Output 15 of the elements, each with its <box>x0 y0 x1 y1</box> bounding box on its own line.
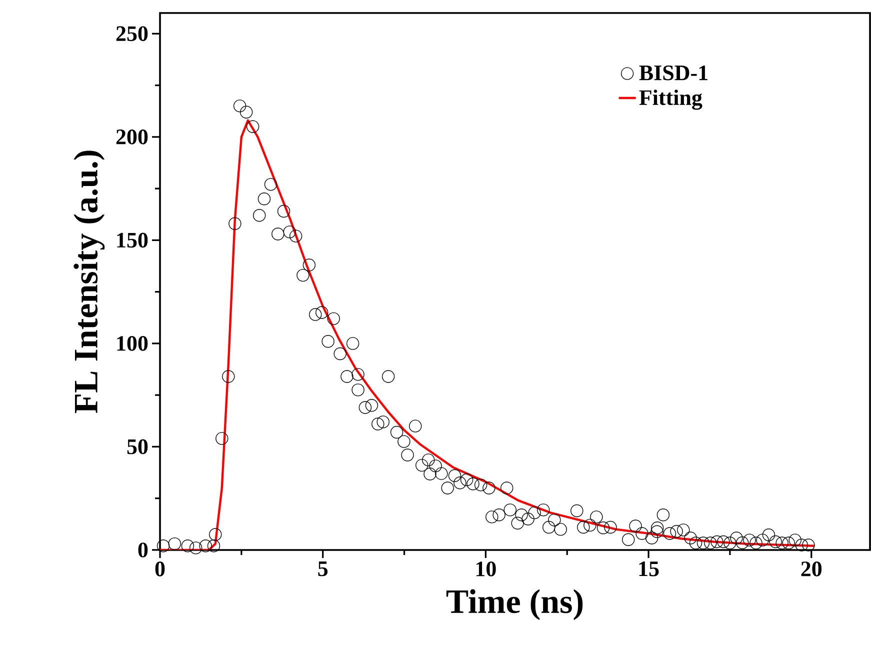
y-axis-title: FL Intensity (a.u.) <box>74 150 105 414</box>
x-axis-title: Time (ns) <box>446 589 583 620</box>
x-tick-label: 0 <box>155 562 165 576</box>
y-tick-label: 250 <box>116 26 148 42</box>
y-tick-label: 0 <box>138 542 148 558</box>
x-tick-label: 5 <box>318 562 328 576</box>
x-tick-label: 20 <box>801 562 822 576</box>
x-tick-label: 15 <box>639 562 659 576</box>
legend-label: BISD-1 <box>639 66 708 80</box>
y-tick-label: 150 <box>117 232 148 248</box>
y-tick-label: 100 <box>117 336 148 351</box>
y-tick-label: 200 <box>116 129 148 144</box>
legend-label: Fitting <box>639 90 702 110</box>
y-tick-label: 50 <box>127 439 148 454</box>
x-tick-label: 10 <box>476 562 496 576</box>
